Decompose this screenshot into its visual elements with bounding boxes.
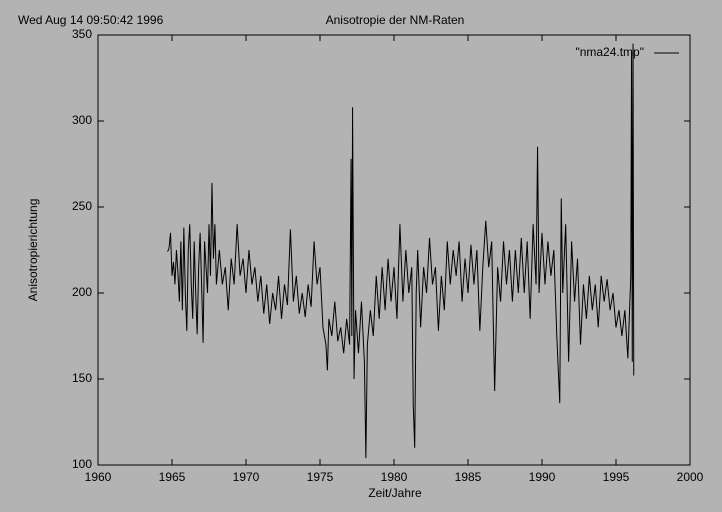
legend-label: "nma24.tmp" (575, 45, 644, 59)
x-tick-label: 1965 (159, 470, 186, 484)
x-tick-label: 1975 (307, 470, 334, 484)
timestamp: Wed Aug 14 09:50:42 1996 (18, 13, 164, 27)
x-tick-label: 2000 (677, 470, 704, 484)
x-tick-label: 1990 (529, 470, 556, 484)
y-tick-label: 250 (72, 199, 92, 213)
plot-frame (97, 34, 691, 466)
y-tick-label: 300 (72, 113, 92, 127)
y-tick-label: 150 (72, 371, 92, 385)
chart-title: Anisotropie der NM-Raten (326, 13, 465, 27)
x-tick-label: 1960 (85, 470, 112, 484)
x-tick-label: 1980 (381, 470, 408, 484)
x-tick-label: 1985 (455, 470, 482, 484)
x-tick-label: 1970 (233, 470, 260, 484)
y-axis-label: Anisotropierichtung (26, 199, 40, 302)
x-tick-label: 1995 (603, 470, 630, 484)
data-line (167, 43, 635, 459)
y-tick-label: 200 (72, 285, 92, 299)
y-tick-label: 100 (72, 457, 92, 471)
x-axis-label: Zeit/Jahre (368, 486, 422, 500)
y-tick-label: 350 (72, 27, 92, 41)
